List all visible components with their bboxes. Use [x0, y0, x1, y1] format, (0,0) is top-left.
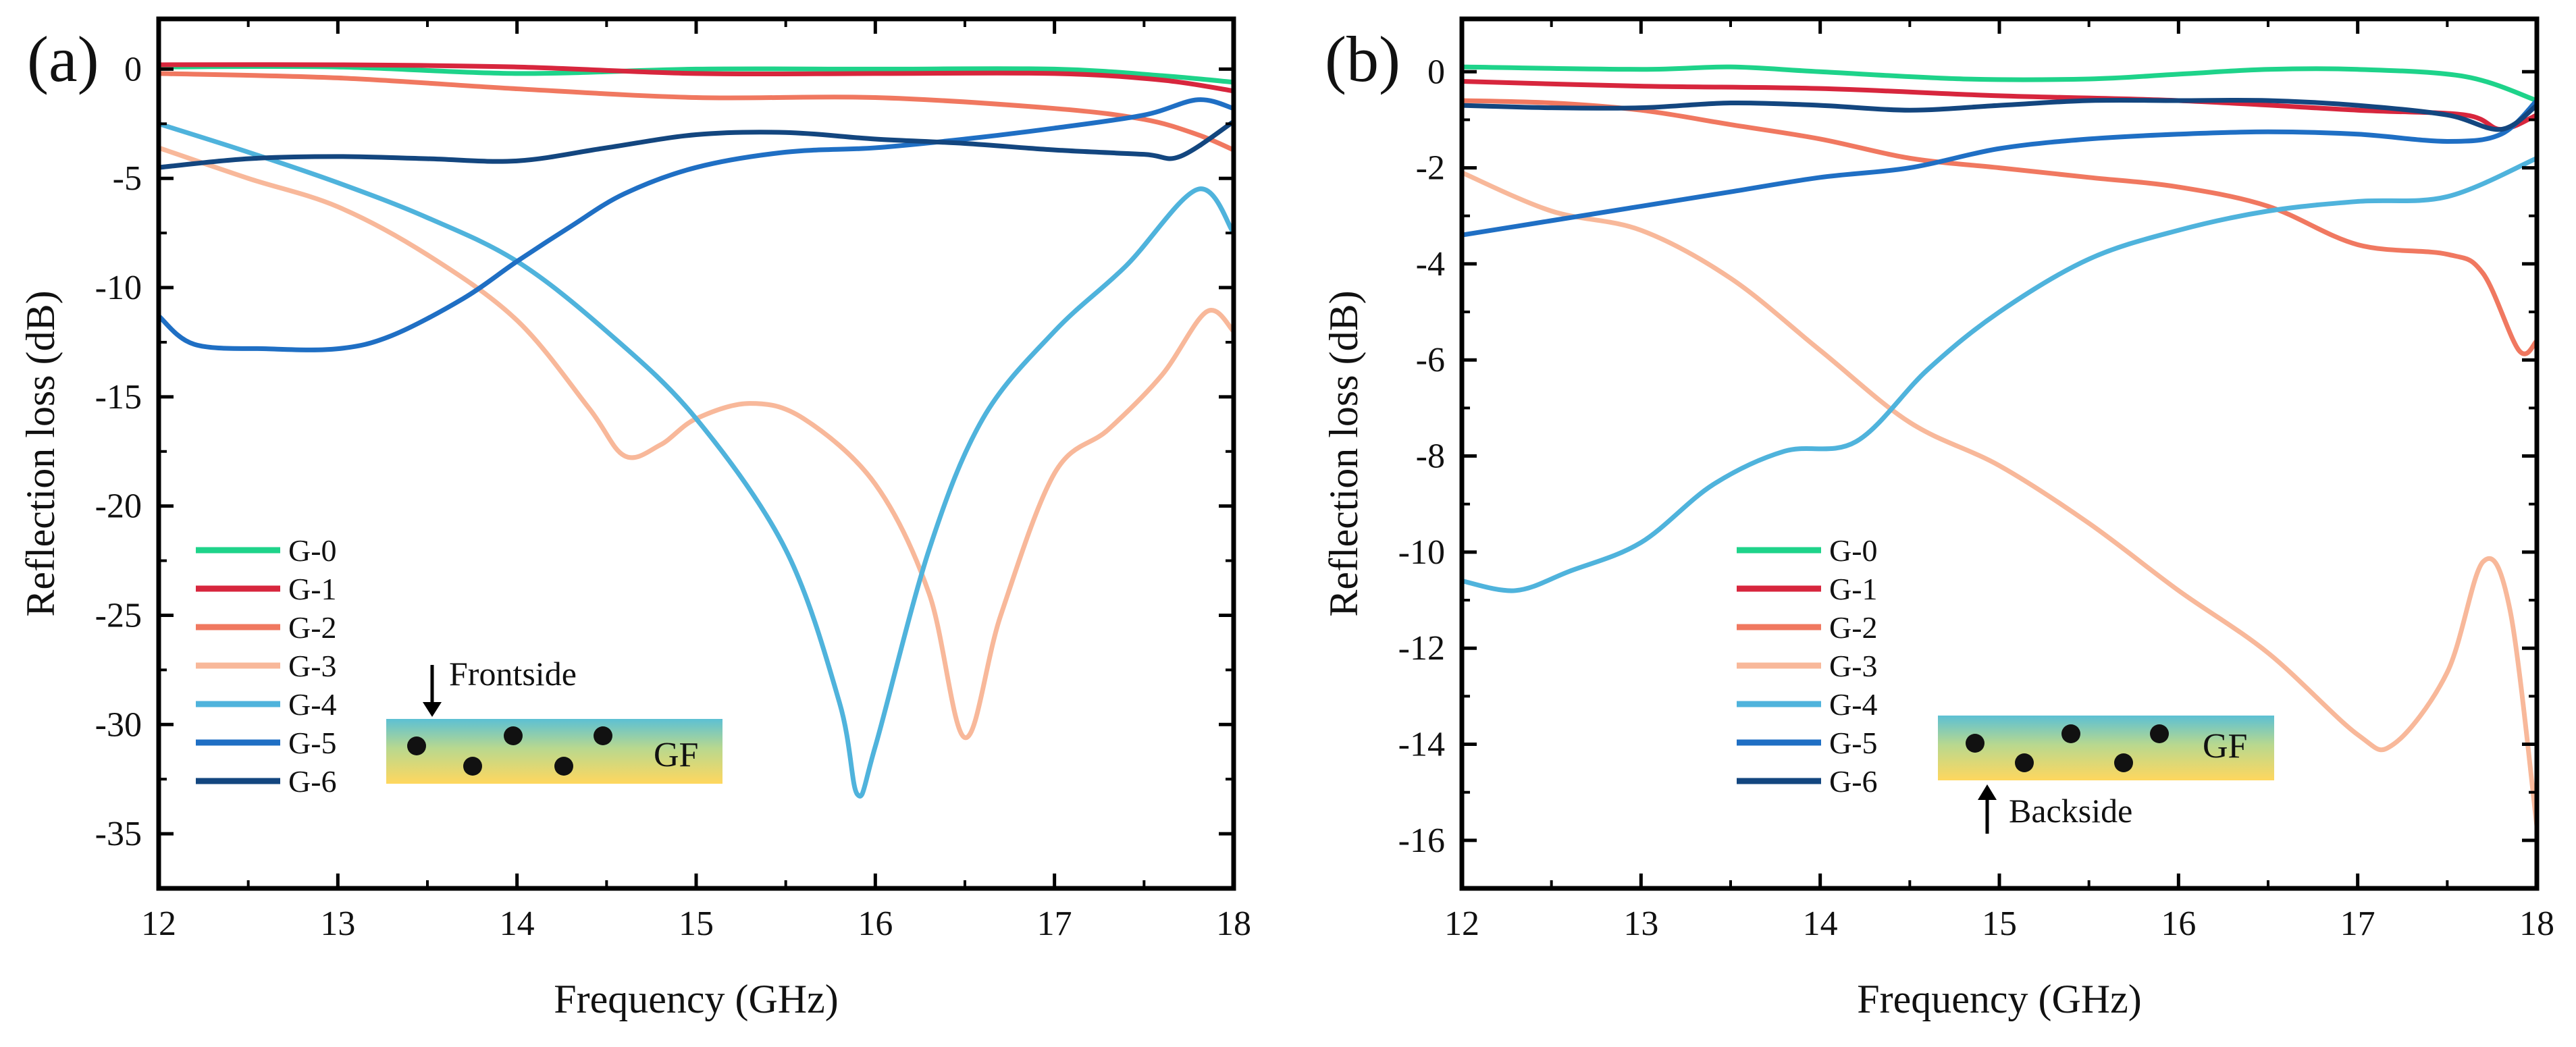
particle — [2150, 724, 2169, 743]
legend-label-g-3: G-3 — [1829, 649, 1878, 683]
legend-b: G-0 G-1 G-2 G-3 G-4 G-5 G-6 — [1737, 533, 1878, 799]
legend-label-g-0: G-0 — [288, 533, 337, 568]
y-tick-label: 0 — [1427, 53, 1445, 91]
down-arrow-head-icon — [423, 702, 442, 717]
legend-label-g-6: G-6 — [288, 764, 337, 799]
series-line-g-4 — [1459, 155, 2540, 593]
series-line-g-4 — [156, 121, 1236, 799]
particle — [2061, 724, 2080, 743]
y-tick-label: -10 — [1398, 533, 1445, 572]
legend-label-g-2: G-2 — [288, 610, 337, 645]
y-tick-label: 0 — [124, 50, 142, 88]
series-line-g-1 — [1459, 79, 2540, 132]
y-axis-title-a: Reflection loss (dB) — [18, 290, 63, 616]
x-tick-label: 13 — [1623, 905, 1658, 943]
frontside-label: Frontside — [449, 655, 577, 693]
gf-layer — [386, 719, 722, 784]
backside-label: Backside — [2009, 792, 2132, 830]
legend-label-g-4: G-4 — [288, 687, 337, 722]
legend-label-g-4: G-4 — [1829, 687, 1878, 722]
x-axis-title-b: Frequency (GHz) — [1857, 977, 2142, 1021]
y-axis-title-b: Reflection loss (dB) — [1321, 290, 1366, 616]
series-line-g-6 — [1459, 97, 2540, 132]
x-axis-title-a: Frequency (GHz) — [554, 977, 839, 1021]
y-tick-label: -25 — [95, 596, 142, 635]
series-line-g-1 — [156, 62, 1236, 94]
x-tick-label: 12 — [141, 905, 176, 943]
particle — [407, 736, 426, 755]
x-tick-label: 13 — [320, 905, 355, 943]
x-tick-label: 12 — [1444, 905, 1479, 943]
series-line-g-5 — [1459, 98, 2540, 238]
x-tick-label: 16 — [2161, 905, 2196, 943]
legend-label-g-6: G-6 — [1829, 764, 1878, 799]
y-tick-label: -20 — [95, 487, 142, 526]
y-tick-label: -15 — [95, 378, 142, 417]
legend-label-g-1: G-1 — [288, 572, 337, 606]
y-tick-label: -5 — [113, 159, 142, 198]
x-tick-label: 18 — [1216, 905, 1251, 943]
particle — [2114, 753, 2133, 772]
y-tick-label: -6 — [1416, 341, 1445, 379]
panel-label-b: (b) — [1325, 23, 1400, 95]
legend-label-g-2: G-2 — [1829, 610, 1878, 645]
series-line-g-5 — [156, 97, 1236, 352]
series-line-g-3 — [1459, 170, 2540, 828]
x-tick-label: 17 — [2340, 905, 2375, 943]
series-line-g-6 — [156, 119, 1236, 170]
y-tick-label: -16 — [1398, 822, 1445, 860]
y-tick-label: -35 — [95, 815, 142, 853]
legend-label-g-5: G-5 — [1829, 726, 1878, 760]
particle — [1966, 734, 1984, 753]
x-tick-label: 15 — [679, 905, 714, 943]
series-line-g-2 — [156, 71, 1236, 153]
x-tick-label: 17 — [1037, 905, 1072, 943]
gf-layer — [1938, 716, 2274, 780]
panel-label-a: (a) — [27, 23, 99, 95]
inset-backside: GF Backside — [1938, 716, 2274, 834]
legend-label-g-0: G-0 — [1829, 533, 1878, 568]
particle — [463, 757, 482, 776]
series-line-g-3 — [156, 145, 1236, 741]
y-tick-label: -8 — [1416, 437, 1445, 476]
x-tick-label: 15 — [1982, 905, 2017, 943]
x-tick-label: 14 — [500, 905, 535, 943]
particle — [594, 726, 612, 745]
up-arrow-head-icon — [1978, 784, 1997, 800]
particle — [554, 757, 573, 776]
gf-label-a: GF — [654, 736, 698, 774]
y-tick-label: -10 — [95, 269, 142, 307]
legend-label-g-5: G-5 — [288, 726, 337, 760]
particle — [2015, 753, 2034, 772]
y-tick-label: -14 — [1398, 726, 1445, 764]
panel-a: (a) 12 13 14 15 16 17 180-5-10-15-20-25-30-35 … — [18, 16, 1251, 1021]
inset-frontside: GF Frontside — [386, 655, 722, 784]
x-tick-label: 18 — [2519, 905, 2554, 943]
x-tick-label: 16 — [858, 905, 893, 943]
legend-label-g-1: G-1 — [1829, 572, 1878, 606]
y-tick-label: -4 — [1416, 245, 1445, 284]
legend-label-g-3: G-3 — [288, 649, 337, 683]
series-line-g-0 — [1459, 64, 2540, 103]
particle — [504, 726, 523, 745]
series-line-g-2 — [1459, 98, 2540, 356]
y-tick-label: -2 — [1416, 149, 1445, 188]
gf-label-b: GF — [2203, 727, 2247, 766]
y-tick-label: -12 — [1398, 629, 1445, 668]
x-tick-label: 14 — [1803, 905, 1838, 943]
panel-b: (b) 12 13 14 15 16 17 180-2-4-6-8-10-12-14-16 … — [1321, 16, 2554, 1021]
y-tick-label: -30 — [95, 705, 142, 744]
legend-a: G-0 G-1 G-2 G-3 G-4 G-5 G-6 — [196, 533, 337, 799]
